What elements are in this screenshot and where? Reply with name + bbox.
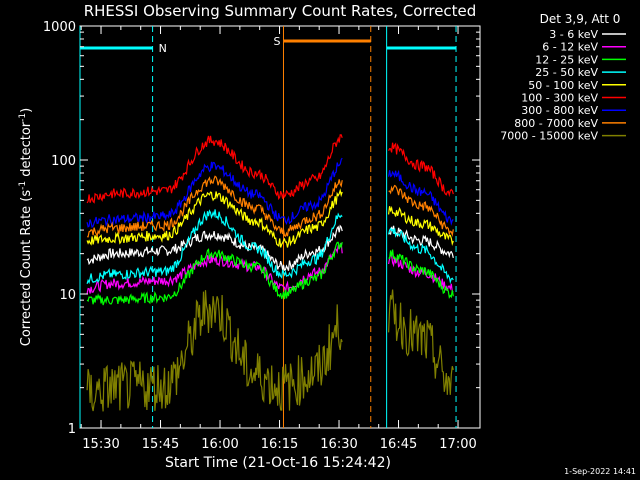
legend-label: 300 - 800 keV xyxy=(521,104,598,117)
x-tick-label: 15:30 xyxy=(82,437,119,452)
x-tick-label: 16:45 xyxy=(380,437,417,452)
series-line xyxy=(86,209,343,285)
x-tick-label: 16:30 xyxy=(320,437,357,452)
axis-layer: 1 10 100 1000 15:30 15:45 16:00 16:15 16:30 16:45… xyxy=(43,20,480,452)
legend-label: 25 - 50 keV xyxy=(535,66,598,79)
series-line xyxy=(388,225,454,259)
marker-label: N xyxy=(159,42,167,55)
series-line xyxy=(388,205,454,246)
marker-label: S xyxy=(273,35,280,48)
x-tick-label: 17:00 xyxy=(439,437,476,452)
footer-timestamp: 1-Sep-2022 14:41 xyxy=(564,467,636,476)
legend-label: 50 - 100 keV xyxy=(528,79,598,92)
series-line xyxy=(388,227,454,285)
x-tick-label: 15:45 xyxy=(142,437,179,452)
series-line xyxy=(86,157,343,229)
series-line xyxy=(388,142,454,198)
legend-title: Det 3,9, Att 0 xyxy=(540,12,621,26)
legend-label: 6 - 12 keV xyxy=(542,41,598,54)
chart-title: RHESSI Observing Summary Count Rates, Co… xyxy=(84,2,477,20)
legend-label: 7000 - 15000 keV xyxy=(500,130,598,143)
y-axis-label: Corrected Count Rate (s-1 detector-1) xyxy=(18,108,34,346)
series-line xyxy=(388,249,454,300)
series-line xyxy=(87,175,343,238)
legend-label: 800 - 7000 keV xyxy=(514,117,598,130)
series-line xyxy=(388,254,454,293)
y-tick-label: 10 xyxy=(59,288,76,303)
series-line xyxy=(388,289,454,395)
legend-label: 12 - 25 keV xyxy=(535,53,598,66)
x-axis-label: Start Time (21-Oct-16 15:24:42) xyxy=(165,455,391,471)
y-tick-label: 1000 xyxy=(43,20,76,35)
legend-label: 3 - 6 keV xyxy=(549,28,598,41)
series-line xyxy=(86,188,343,248)
series-line xyxy=(388,184,454,238)
series-layer xyxy=(86,134,454,412)
y-tick-label: 1 xyxy=(68,422,76,437)
x-tick-label: 16:00 xyxy=(201,437,238,452)
series-line xyxy=(86,241,343,306)
series-line xyxy=(86,224,343,271)
y-tick-label: 100 xyxy=(51,154,76,169)
marker-layer: NS xyxy=(79,26,457,428)
series-line xyxy=(86,290,343,412)
series-line xyxy=(388,169,454,226)
series-line xyxy=(86,134,343,204)
x-tick-label: 16:15 xyxy=(261,437,298,452)
legend-label: 100 - 300 keV xyxy=(521,92,598,105)
